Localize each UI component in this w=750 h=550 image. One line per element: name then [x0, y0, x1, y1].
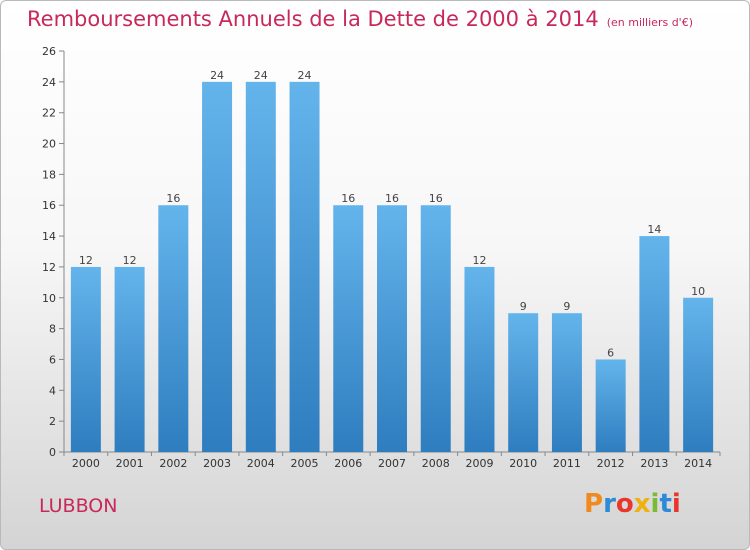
bar-2010	[508, 313, 539, 452]
x-tick-label-2005: 2005	[291, 457, 319, 470]
logo-letter: P	[584, 489, 604, 519]
logo-letter: x	[633, 489, 651, 519]
x-tick-label-2003: 2003	[203, 457, 231, 470]
bar-2011	[551, 313, 582, 452]
proxiti-logo: Proxiti	[584, 489, 681, 519]
chart-title: Remboursements Annuels de la Dette de 20…	[27, 7, 599, 31]
data-label-2000: 12	[79, 254, 93, 267]
commune-name: LUBBON	[39, 495, 118, 517]
bar-2003	[202, 81, 233, 452]
data-label-2005: 24	[298, 69, 312, 82]
data-label-2009: 12	[472, 254, 486, 267]
y-tick-label: 26	[42, 45, 56, 58]
logo-letter: t	[659, 489, 672, 519]
x-tick-label-2006: 2006	[334, 457, 362, 470]
y-tick-label: 14	[42, 230, 56, 243]
bar-2013	[639, 236, 670, 452]
chart-title-block: Remboursements Annuels de la Dette de 20…	[27, 7, 693, 31]
data-label-2007: 16	[385, 192, 399, 205]
bar-2012	[595, 359, 626, 452]
y-tick-label: 16	[42, 199, 56, 212]
logo-letter: i	[671, 489, 681, 519]
data-label-2002: 16	[166, 192, 180, 205]
x-tick-label-2010: 2010	[509, 457, 537, 470]
y-tick-label: 2	[49, 415, 56, 428]
bar-2014	[683, 297, 714, 452]
data-label-2003: 24	[210, 69, 224, 82]
y-tick-label: 22	[42, 107, 56, 120]
x-tick-label-2013: 2013	[640, 457, 668, 470]
chart-bars: 12 12 16 24 24 24 16 16 16 12 9 9 6 14 10	[70, 69, 714, 452]
x-tick-label-2014: 2014	[684, 457, 712, 470]
x-tick-label-2008: 2008	[422, 457, 450, 470]
data-label-2001: 12	[123, 254, 137, 267]
bar-2000	[70, 266, 101, 452]
data-label-2004: 24	[254, 69, 268, 82]
chart-unit: (en milliers d'€)	[606, 16, 693, 29]
y-tick-label: 4	[49, 384, 56, 397]
bar-2006	[333, 205, 364, 452]
bar-2009	[464, 266, 495, 452]
y-tick-label: 12	[42, 261, 56, 274]
x-tick-label-2000: 2000	[72, 457, 100, 470]
data-label-2012: 6	[607, 346, 614, 359]
data-label-2011: 9	[563, 300, 570, 313]
logo-letter: o	[615, 489, 634, 519]
y-tick-label: 18	[42, 168, 56, 181]
bar-2002	[158, 205, 189, 452]
y-tick-label: 24	[42, 76, 56, 89]
x-tick-label-2001: 2001	[116, 457, 144, 470]
y-tick-label: 8	[49, 323, 56, 336]
x-tick-label-2011: 2011	[553, 457, 581, 470]
bar-2005	[289, 81, 320, 452]
y-tick-label: 0	[49, 446, 56, 459]
x-tick-label-2007: 2007	[378, 457, 406, 470]
data-label-2014: 10	[691, 285, 705, 298]
bar-2001	[114, 266, 145, 452]
x-tick-label-2009: 2009	[465, 457, 493, 470]
y-tick-label: 10	[42, 292, 56, 305]
y-tick-label: 6	[49, 353, 56, 366]
bar-2007	[377, 205, 407, 452]
data-label-2008: 16	[429, 192, 443, 205]
bar-2004	[245, 81, 276, 452]
x-tick-label-2012: 2012	[597, 457, 625, 470]
data-label-2010: 9	[520, 300, 527, 313]
logo-letter: i	[650, 489, 660, 519]
y-tick-label: 20	[42, 138, 56, 151]
data-label-2013: 14	[647, 223, 661, 236]
bar-2008	[420, 205, 451, 452]
x-tick-label-2004: 2004	[247, 457, 275, 470]
logo-letter: r	[603, 489, 616, 519]
x-tick-label-2002: 2002	[159, 457, 187, 470]
data-label-2006: 16	[341, 192, 355, 205]
